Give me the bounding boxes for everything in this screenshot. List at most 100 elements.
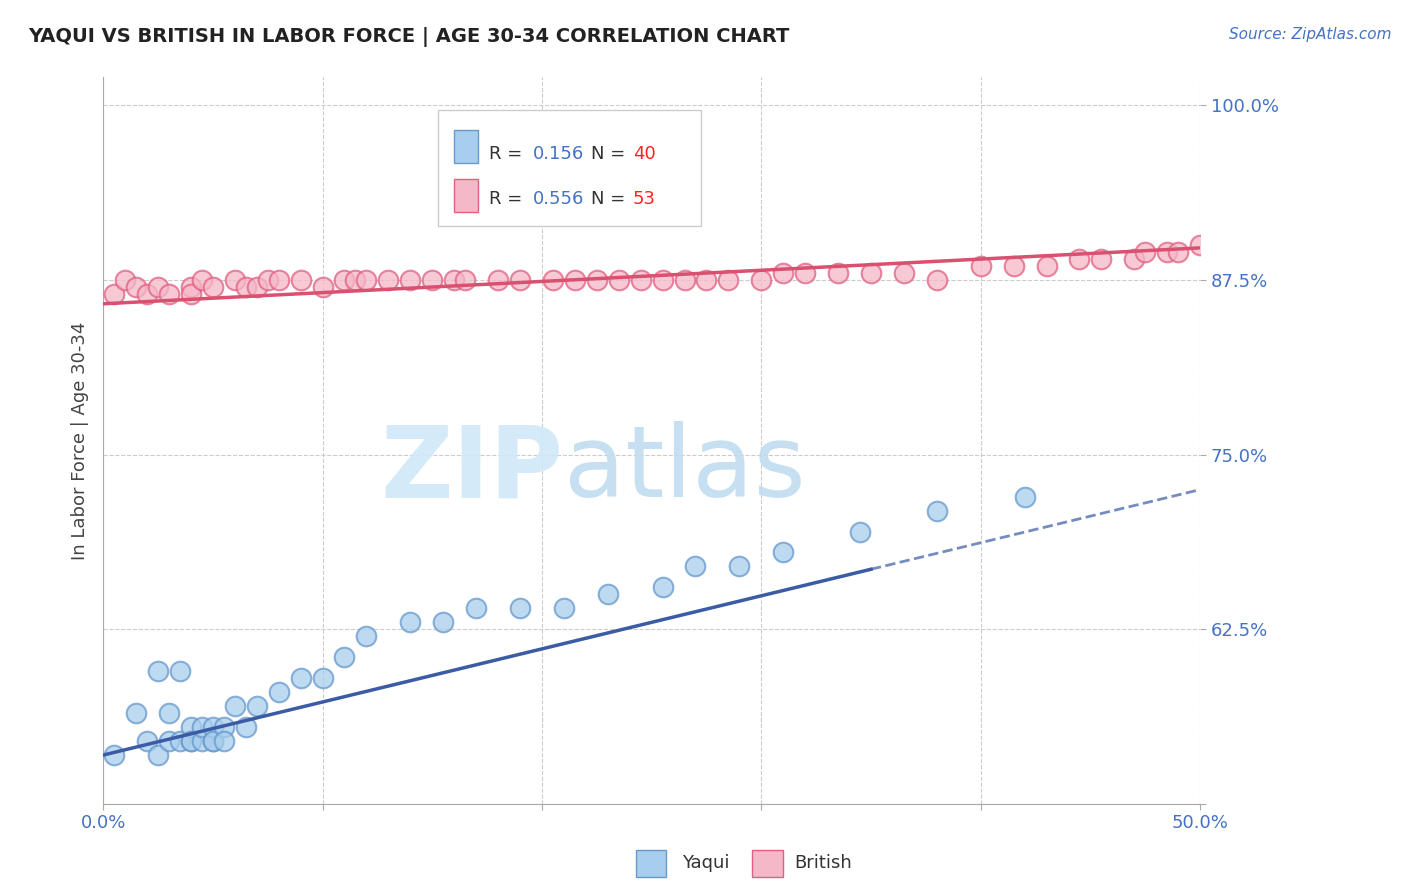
Point bbox=[630, 273, 652, 287]
Text: Yaqui: Yaqui bbox=[682, 855, 730, 872]
Point bbox=[224, 273, 246, 287]
Bar bbox=[454, 130, 478, 163]
Point bbox=[256, 273, 278, 287]
Point bbox=[1035, 259, 1057, 273]
Point bbox=[180, 287, 202, 301]
Text: 0.556: 0.556 bbox=[533, 190, 585, 208]
Text: 40: 40 bbox=[633, 145, 655, 162]
Point bbox=[432, 615, 454, 630]
Text: British: British bbox=[794, 855, 852, 872]
Point bbox=[356, 273, 378, 287]
Point bbox=[146, 748, 169, 763]
Point bbox=[235, 280, 257, 294]
Point bbox=[180, 280, 202, 294]
Point bbox=[180, 734, 202, 748]
Point bbox=[356, 629, 378, 643]
Bar bbox=[636, 850, 666, 877]
Point bbox=[564, 273, 586, 287]
Point bbox=[717, 273, 740, 287]
Point bbox=[1167, 245, 1189, 260]
Point bbox=[1069, 252, 1091, 266]
Text: R =: R = bbox=[489, 190, 529, 208]
Point bbox=[267, 273, 290, 287]
Point bbox=[399, 273, 422, 287]
Point bbox=[201, 734, 224, 748]
Point bbox=[377, 273, 399, 287]
Point bbox=[893, 266, 915, 280]
Point bbox=[925, 273, 948, 287]
FancyBboxPatch shape bbox=[437, 110, 702, 227]
Point bbox=[749, 273, 772, 287]
Point bbox=[103, 287, 125, 301]
Y-axis label: In Labor Force | Age 30-34: In Labor Force | Age 30-34 bbox=[72, 321, 89, 560]
Point bbox=[114, 273, 136, 287]
Point bbox=[157, 706, 180, 721]
Point bbox=[201, 720, 224, 734]
Point bbox=[465, 601, 488, 615]
Point bbox=[1189, 238, 1212, 252]
Point bbox=[1156, 245, 1178, 260]
Point bbox=[136, 287, 159, 301]
Point bbox=[772, 545, 794, 559]
Text: Source: ZipAtlas.com: Source: ZipAtlas.com bbox=[1229, 27, 1392, 42]
Point bbox=[201, 280, 224, 294]
Text: ZIP: ZIP bbox=[381, 421, 564, 518]
Point bbox=[125, 280, 148, 294]
Point bbox=[311, 671, 333, 685]
Point bbox=[235, 720, 257, 734]
Point bbox=[859, 266, 882, 280]
Point bbox=[290, 671, 312, 685]
Point bbox=[125, 706, 148, 721]
Point bbox=[191, 273, 214, 287]
Point bbox=[1002, 259, 1025, 273]
Point bbox=[246, 699, 269, 714]
Text: 0.156: 0.156 bbox=[533, 145, 585, 162]
Point bbox=[180, 734, 202, 748]
Point bbox=[146, 280, 169, 294]
Point bbox=[246, 280, 269, 294]
Point bbox=[509, 273, 531, 287]
Point bbox=[585, 273, 607, 287]
Point bbox=[607, 273, 630, 287]
Point bbox=[311, 280, 333, 294]
Point bbox=[146, 665, 169, 679]
Point bbox=[1135, 245, 1157, 260]
Point bbox=[157, 734, 180, 748]
Point bbox=[772, 266, 794, 280]
Point bbox=[486, 273, 509, 287]
Point bbox=[191, 734, 214, 748]
Point bbox=[333, 650, 356, 665]
Text: atlas: atlas bbox=[564, 421, 806, 518]
Point bbox=[651, 581, 673, 595]
Point bbox=[201, 734, 224, 748]
Point bbox=[1123, 252, 1146, 266]
Point bbox=[1014, 490, 1036, 504]
Bar bbox=[454, 179, 478, 212]
Point bbox=[553, 601, 575, 615]
Point bbox=[157, 287, 180, 301]
Point bbox=[651, 273, 673, 287]
Text: YAQUI VS BRITISH IN LABOR FORCE | AGE 30-34 CORRELATION CHART: YAQUI VS BRITISH IN LABOR FORCE | AGE 30… bbox=[28, 27, 790, 46]
Point bbox=[399, 615, 422, 630]
Point bbox=[454, 273, 477, 287]
Text: R =: R = bbox=[489, 145, 529, 162]
Point bbox=[420, 273, 443, 287]
Point bbox=[212, 720, 235, 734]
Point bbox=[673, 273, 696, 287]
Point bbox=[169, 734, 191, 748]
Point bbox=[849, 524, 872, 539]
Point bbox=[509, 601, 531, 615]
Point bbox=[925, 503, 948, 517]
Point bbox=[827, 266, 849, 280]
Point bbox=[1090, 252, 1112, 266]
Point bbox=[970, 259, 993, 273]
Point bbox=[191, 720, 214, 734]
Point bbox=[541, 273, 564, 287]
Point bbox=[596, 587, 619, 601]
Bar bbox=[752, 850, 783, 877]
Point bbox=[695, 273, 717, 287]
Text: N =: N = bbox=[592, 190, 631, 208]
Text: N =: N = bbox=[592, 145, 631, 162]
Point bbox=[344, 273, 367, 287]
Point bbox=[267, 685, 290, 699]
